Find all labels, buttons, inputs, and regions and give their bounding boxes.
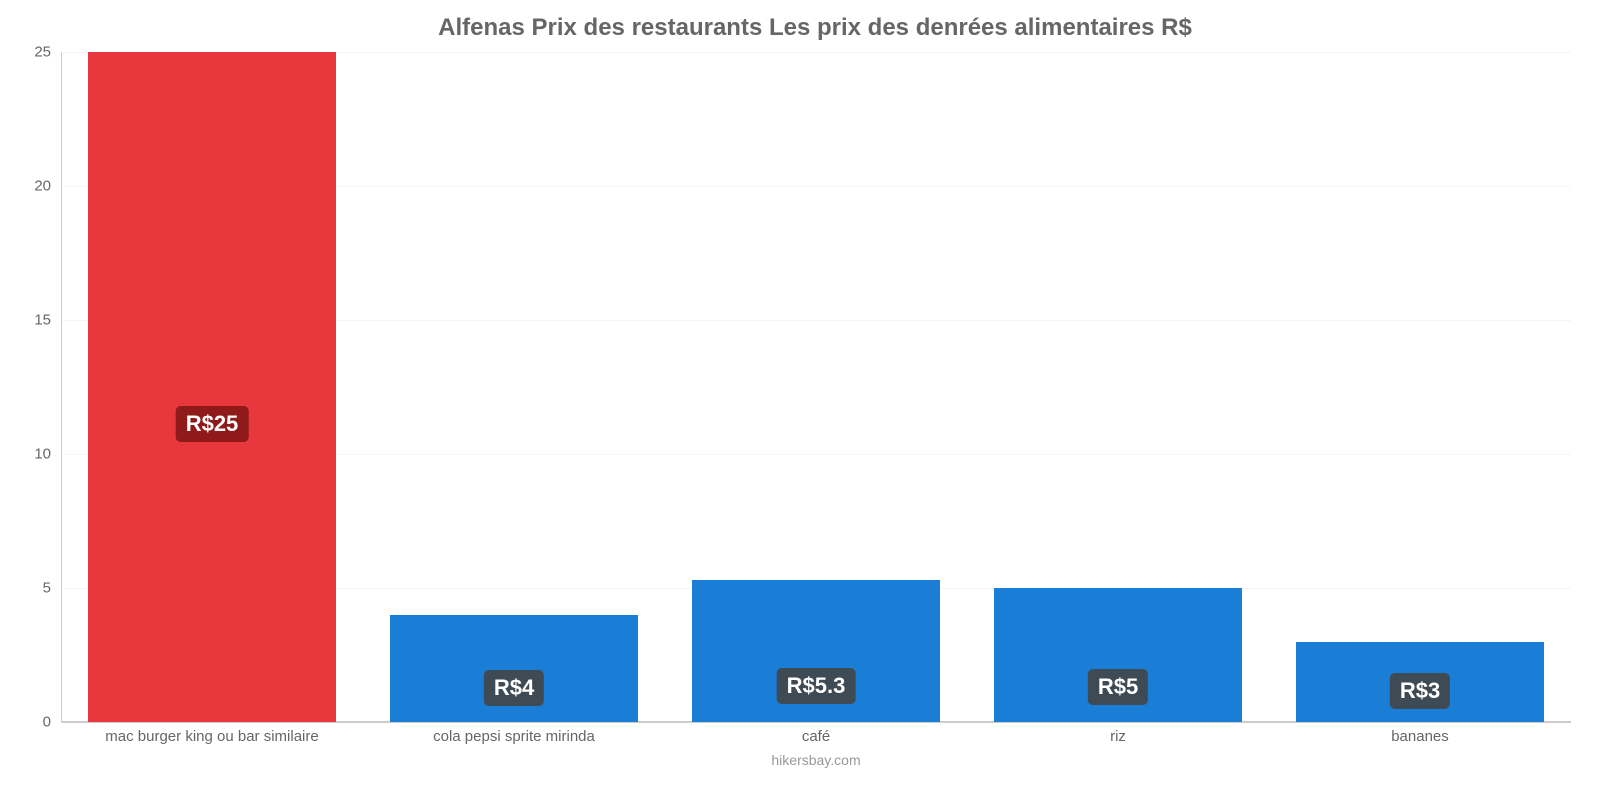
y-tick-label: 20 [34,178,61,195]
bar-slot: R$5 [967,588,1269,722]
bar-value-label: R$25 [176,406,249,442]
x-tick-label: mac burger king ou bar similaire [61,722,363,745]
bar-value-label: R$3 [1390,673,1450,709]
y-tick-label: 5 [43,580,61,597]
x-tick-label: cola pepsi sprite mirinda [363,722,665,745]
price-bar-chart: Alfenas Prix des restaurants Les prix de… [0,0,1600,800]
bar-slot: R$3 [1269,642,1571,722]
y-tick-label: 25 [34,44,61,61]
bar: R$3 [1296,642,1544,722]
bar-slot: R$4 [363,615,665,722]
bar: R$4 [390,615,638,722]
x-tick-label: bananes [1269,722,1571,745]
bar-slot: R$25 [61,52,363,722]
source-label: hikersbay.com [61,752,1571,768]
bar: R$5 [994,588,1242,722]
x-tick-label: café [665,722,967,745]
x-tick-label: riz [967,722,1269,745]
chart-title: Alfenas Prix des restaurants Les prix de… [60,10,1570,52]
bar-value-label: R$4 [484,670,544,706]
bar: R$25 [88,52,336,722]
y-tick-label: 0 [43,714,61,731]
bars-container: R$25 R$4 R$5.3 R$5 R$3 [61,52,1571,722]
y-tick-label: 15 [34,312,61,329]
bar-slot: R$5.3 [665,580,967,722]
y-tick-label: 10 [34,446,61,463]
x-labels: mac burger king ou bar similairecola pep… [61,722,1571,745]
bar-value-label: R$5 [1088,669,1148,705]
bar: R$5.3 [692,580,940,722]
bar-value-label: R$5.3 [777,668,856,704]
plot-area: 0510152025R$25R$4R$5.3R$5R$3mac burger k… [60,52,1570,722]
